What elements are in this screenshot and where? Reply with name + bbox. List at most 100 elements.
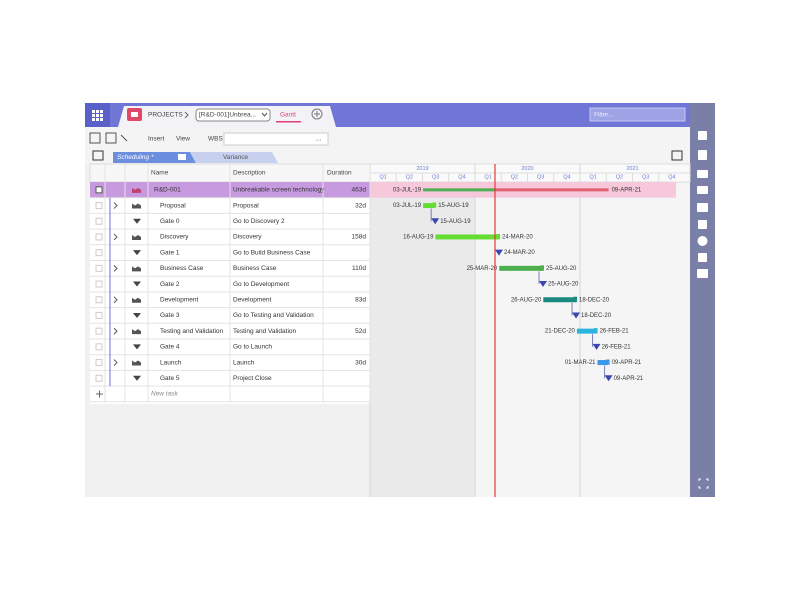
quarter-label: Q4 bbox=[668, 174, 675, 180]
task-bar-end bbox=[605, 359, 610, 366]
start-date: 26-AUG-20 bbox=[511, 297, 542, 303]
task-description: Launch bbox=[233, 359, 255, 366]
tab-menu-icon[interactable] bbox=[178, 154, 186, 160]
save-icon[interactable] bbox=[698, 131, 707, 140]
project-select-text[interactable]: [R&D-001]Unbrea... bbox=[199, 112, 256, 119]
row-checkbox[interactable] bbox=[95, 202, 103, 210]
add-row-plus[interactable] bbox=[96, 390, 103, 398]
task-description: Testing and Validation bbox=[233, 328, 297, 335]
column-header[interactable]: Description bbox=[233, 170, 266, 177]
variance-tab[interactable] bbox=[190, 152, 278, 163]
task-icon bbox=[132, 203, 141, 209]
add-tab[interactable] bbox=[311, 108, 323, 120]
schedule-icon[interactable] bbox=[698, 253, 707, 262]
calendar-icon[interactable] bbox=[698, 220, 707, 229]
chart-icon[interactable] bbox=[697, 186, 708, 194]
quarter-label: Q4 bbox=[563, 174, 570, 180]
task-name[interactable]: Gate 2 bbox=[160, 281, 180, 288]
project-select[interactable] bbox=[195, 108, 271, 122]
milestone-date: 24-MAR-20 bbox=[504, 250, 535, 256]
task-duration: 110d bbox=[352, 265, 366, 272]
year-label: 2019 bbox=[416, 166, 428, 172]
task-name[interactable]: R&D-001 bbox=[154, 187, 181, 194]
column-header[interactable]: Name bbox=[151, 170, 169, 177]
task-name[interactable]: Gate 4 bbox=[160, 344, 180, 351]
add-tab-plus bbox=[314, 111, 320, 117]
link-icon[interactable] bbox=[120, 134, 128, 142]
scheduling-tab-label[interactable]: Scheduling * bbox=[117, 154, 154, 161]
edit-icon[interactable] bbox=[105, 132, 117, 144]
expand-toggle[interactable] bbox=[113, 233, 118, 241]
row-checkbox[interactable] bbox=[95, 327, 103, 335]
task-duration: 52d bbox=[355, 328, 366, 335]
scheduling-tab[interactable] bbox=[113, 152, 196, 163]
row-checkbox[interactable] bbox=[95, 249, 103, 257]
project-icon-inner bbox=[131, 112, 138, 117]
task-icon bbox=[132, 266, 141, 272]
task-name[interactable]: Testing and Validation bbox=[160, 328, 224, 335]
end-date: 24-MAR-20 bbox=[502, 235, 533, 241]
list-icon[interactable] bbox=[89, 132, 101, 144]
view-menu[interactable]: View bbox=[176, 136, 190, 143]
task-name[interactable]: Gate 0 bbox=[160, 218, 180, 225]
fullscreen-icon[interactable] bbox=[698, 478, 709, 489]
start-date: 03-JUL-19 bbox=[393, 187, 422, 193]
expand-toggle[interactable] bbox=[113, 202, 118, 209]
quarter-label: Q2 bbox=[406, 174, 413, 180]
task-icon bbox=[132, 187, 141, 193]
task-name[interactable]: Gate 5 bbox=[160, 375, 180, 382]
gantt-toggle[interactable] bbox=[671, 150, 683, 161]
book-icon[interactable] bbox=[697, 170, 708, 178]
expand-toggle[interactable] bbox=[113, 264, 118, 272]
milestone bbox=[431, 218, 440, 225]
row-checkbox[interactable] bbox=[95, 264, 103, 272]
column-header[interactable]: Duration bbox=[327, 170, 352, 177]
task-name[interactable]: Development bbox=[160, 296, 198, 303]
breadcrumb[interactable]: PROJECTS bbox=[148, 112, 183, 119]
milestone bbox=[604, 375, 613, 382]
quarter-label: Q2 bbox=[616, 174, 623, 180]
quarter-label: Q2 bbox=[511, 174, 518, 180]
variance-tab-label[interactable]: Variance bbox=[223, 154, 249, 161]
excel-icon[interactable] bbox=[697, 203, 708, 212]
task-name[interactable]: Gate 3 bbox=[160, 312, 180, 319]
task-bar bbox=[576, 328, 597, 334]
money-icon[interactable] bbox=[697, 236, 708, 246]
project-icon-2[interactable] bbox=[697, 269, 708, 278]
row-checkbox[interactable] bbox=[95, 217, 103, 225]
row-checkbox[interactable] bbox=[95, 311, 103, 319]
row-checkbox[interactable] bbox=[95, 280, 103, 288]
expand-toggle[interactable] bbox=[113, 359, 118, 366]
row-checkbox[interactable] bbox=[95, 374, 103, 382]
task-name[interactable]: Business Case bbox=[160, 265, 204, 272]
task-icon bbox=[132, 360, 141, 366]
task-bar-end bbox=[573, 296, 578, 303]
milestone-date: 25-AUG-20 bbox=[548, 282, 579, 288]
row-checkbox[interactable] bbox=[95, 296, 103, 304]
task-name[interactable]: Proposal bbox=[160, 202, 186, 209]
wbs-input[interactable] bbox=[223, 132, 329, 146]
wbs-more[interactable]: ... bbox=[316, 136, 322, 143]
insert-menu[interactable]: Insert bbox=[148, 136, 164, 143]
expand-toggle[interactable] bbox=[113, 327, 118, 335]
milestone bbox=[539, 281, 548, 288]
end-date: 09-APR-21 bbox=[612, 360, 642, 366]
summary-bar-done bbox=[423, 188, 495, 192]
gantt-tab[interactable]: Gantt bbox=[280, 112, 296, 119]
row-checkbox[interactable] bbox=[95, 233, 103, 241]
expand-toggle[interactable] bbox=[113, 296, 118, 304]
filter-input[interactable] bbox=[589, 107, 686, 122]
row-checkbox[interactable] bbox=[95, 359, 103, 367]
task-name[interactable]: Launch bbox=[160, 359, 182, 366]
breadcrumb-sep bbox=[184, 111, 189, 119]
filter-placeholder[interactable]: Filter... bbox=[594, 112, 614, 119]
panel-toggle[interactable] bbox=[92, 150, 104, 161]
task-icon bbox=[132, 329, 141, 335]
help-icon[interactable] bbox=[698, 150, 707, 160]
task-name[interactable]: Gate 1 bbox=[160, 249, 180, 256]
new-task[interactable]: New task bbox=[151, 391, 178, 398]
row-checkbox[interactable] bbox=[95, 343, 103, 351]
row-checkbox[interactable] bbox=[95, 186, 103, 194]
task-name[interactable]: Discovery bbox=[160, 234, 189, 241]
milestone-icon bbox=[133, 344, 141, 350]
